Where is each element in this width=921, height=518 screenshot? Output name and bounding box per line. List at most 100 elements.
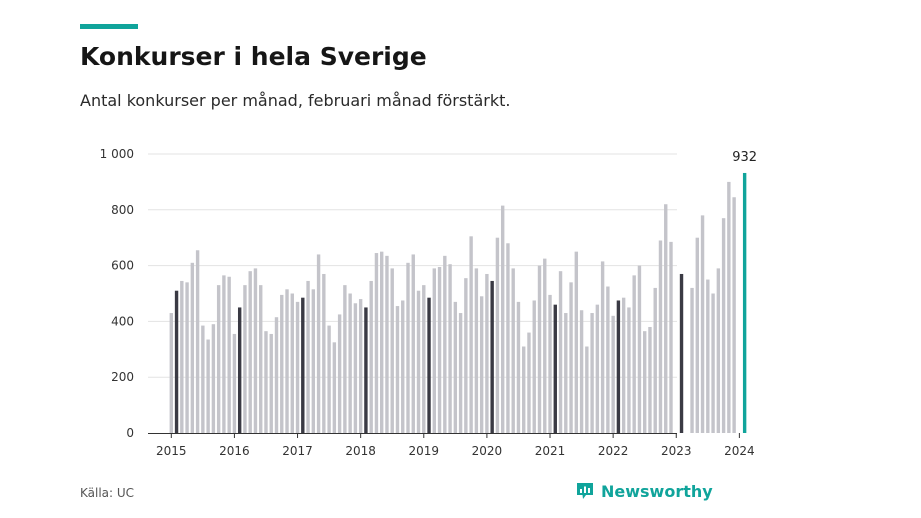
month-bar xyxy=(259,285,263,433)
month-bar xyxy=(695,237,699,433)
month-bar xyxy=(469,236,473,433)
month-bar xyxy=(269,333,273,433)
february-bar xyxy=(679,273,684,433)
x-tick-label: 2017 xyxy=(282,444,313,458)
month-bar xyxy=(169,313,173,433)
x-tick-label: 2022 xyxy=(598,444,629,458)
month-bar xyxy=(648,326,652,433)
month-bar xyxy=(516,301,521,433)
month-bar xyxy=(669,241,673,433)
month-bar xyxy=(479,296,484,433)
month-bar xyxy=(295,301,300,433)
month-bar xyxy=(621,297,626,433)
month-bar xyxy=(611,315,615,433)
month-bar xyxy=(211,324,216,433)
month-bar xyxy=(406,262,410,433)
month-bar xyxy=(590,313,594,433)
month-bar xyxy=(274,317,279,433)
month-bar xyxy=(658,240,663,433)
february-bar xyxy=(364,307,368,433)
february-bar xyxy=(490,280,494,433)
month-bar xyxy=(627,307,631,433)
month-bar xyxy=(306,280,310,433)
month-bar xyxy=(195,250,200,433)
month-bar xyxy=(537,265,542,433)
month-bar xyxy=(401,300,405,433)
month-bar xyxy=(700,215,705,433)
month-bar xyxy=(222,275,226,433)
month-bar xyxy=(416,290,421,433)
month-bar xyxy=(374,253,379,433)
month-bar xyxy=(316,254,321,433)
month-bar xyxy=(348,293,352,433)
month-bar xyxy=(500,205,505,433)
month-bar xyxy=(595,304,600,433)
month-bar xyxy=(506,243,510,433)
month-bar xyxy=(532,300,536,433)
source-note: Källa: UC xyxy=(80,486,135,500)
y-tick-label: 1 000 xyxy=(100,147,134,161)
month-bar xyxy=(380,251,384,433)
month-bar xyxy=(327,325,331,433)
x-tick-label: 2021 xyxy=(535,444,566,458)
x-tick-label: 2018 xyxy=(345,444,376,458)
february-bar xyxy=(616,300,621,433)
latest-value-annotation: 932 xyxy=(732,150,757,165)
month-bar xyxy=(632,275,636,433)
month-bar xyxy=(664,204,668,433)
month-bar xyxy=(206,339,210,433)
month-bar xyxy=(253,268,258,433)
month-bar xyxy=(495,237,500,433)
month-bar xyxy=(448,264,452,433)
month-bar xyxy=(411,254,415,433)
month-bar xyxy=(358,299,363,433)
month-bar xyxy=(690,287,694,433)
february-bar xyxy=(301,297,305,433)
y-tick-label: 600 xyxy=(111,259,134,273)
y-tick-label: 0 xyxy=(126,426,134,440)
x-tick-label: 2019 xyxy=(409,444,440,458)
month-bar xyxy=(637,265,642,433)
month-bar xyxy=(643,331,647,433)
month-bar xyxy=(474,268,479,433)
month-bar xyxy=(600,261,605,433)
month-bar xyxy=(711,293,715,433)
month-bar xyxy=(543,258,547,433)
x-tick-label: 2016 xyxy=(219,444,250,458)
february-bar xyxy=(174,290,179,433)
month-bar xyxy=(290,293,294,433)
latest-month-bar xyxy=(742,172,747,434)
month-bar xyxy=(464,278,468,433)
month-bar xyxy=(353,303,358,433)
month-bar xyxy=(322,273,326,433)
newsworthy-logo-icon xyxy=(577,483,593,499)
month-bar xyxy=(337,314,342,433)
month-bar xyxy=(280,294,284,433)
month-bar xyxy=(548,294,552,433)
month-bar xyxy=(232,333,237,433)
month-bar xyxy=(248,271,252,433)
title-accent-bar xyxy=(80,24,138,29)
month-bar xyxy=(185,282,189,433)
february-bar xyxy=(553,304,557,433)
month-bar xyxy=(579,310,584,433)
month-bar xyxy=(385,255,389,433)
month-bar xyxy=(727,181,731,433)
month-bar xyxy=(653,287,657,433)
y-tick-label: 400 xyxy=(111,314,134,328)
month-bar xyxy=(422,285,426,433)
month-bar xyxy=(443,255,447,433)
month-bar xyxy=(395,306,400,433)
month-bar xyxy=(369,280,373,433)
page-title: Konkurser i hela Sverige xyxy=(80,42,427,71)
page-subtitle: Antal konkurser per månad, februari måna… xyxy=(80,91,511,110)
y-tick-label: 800 xyxy=(111,203,134,217)
x-tick-label: 2020 xyxy=(472,444,503,458)
month-bar xyxy=(585,346,589,433)
month-bar xyxy=(522,346,526,433)
month-bar xyxy=(216,285,221,433)
x-tick-label: 2024 xyxy=(724,444,755,458)
month-bar xyxy=(485,273,489,433)
month-bar xyxy=(437,266,442,433)
